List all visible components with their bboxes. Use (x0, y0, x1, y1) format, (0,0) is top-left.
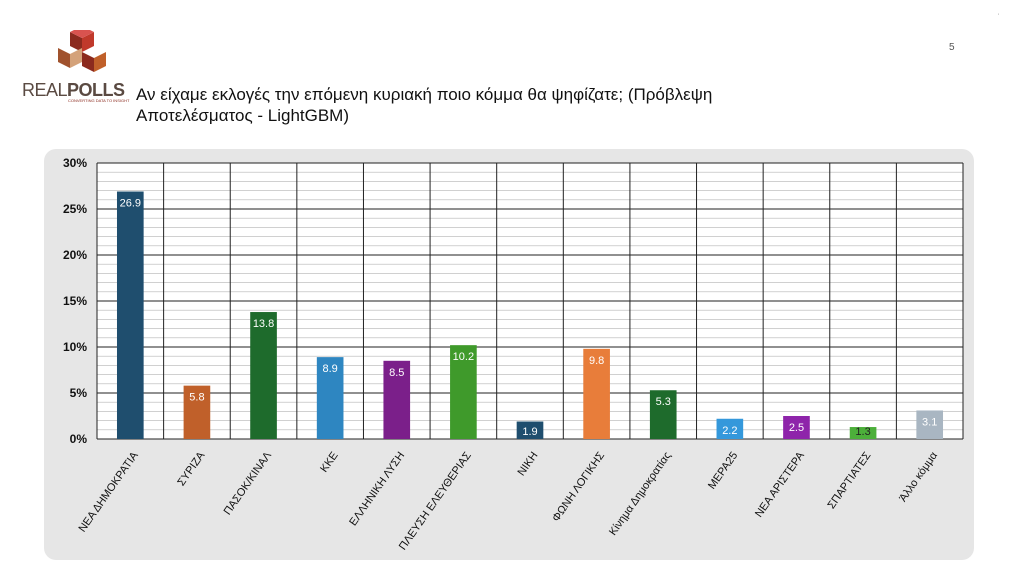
x-tick-label: Άλλο κόμμα (897, 449, 940, 504)
bar (783, 416, 810, 439)
data-label: 3.1 (922, 416, 937, 428)
bar (250, 312, 277, 439)
y-tick-label: 5% (70, 386, 88, 400)
bar (316, 357, 344, 439)
y-tick-label: 20% (63, 248, 87, 262)
y-tick-label: 25% (63, 202, 87, 216)
bar (716, 418, 744, 439)
data-label: 5.8 (189, 392, 204, 404)
corner-mark: ' (998, 14, 1000, 20)
y-tick-label: 0% (70, 432, 88, 446)
x-tick-label: ΝΙΚΗ (516, 450, 541, 478)
bar (516, 421, 544, 439)
x-tick-label: Κίνημα Δημοκρατίας (607, 450, 674, 538)
brand-tagline: CONVERTING DATA TO INSIGHT (68, 98, 130, 103)
x-tick-label: ΦΩΝΗ ΛΟΓΙΚΗΣ (550, 450, 607, 524)
data-label: 2.5 (789, 422, 804, 434)
x-tick-label: ΚΚΕ (318, 450, 340, 475)
data-label: 10.2 (453, 351, 474, 363)
bar (583, 348, 610, 439)
data-label: 2.2 (722, 425, 737, 437)
x-tick-label: ΜΕΡΑ25 (706, 450, 740, 492)
x-tick-label: ΠΛΕΥΣΗ ΕΛΕΥΘΕΡΙΑΣ (397, 450, 474, 553)
bar (450, 345, 477, 439)
data-label: 8.5 (389, 367, 404, 379)
y-tick-label: 30% (63, 156, 87, 170)
x-tick-label: ΝΕΑ ΑΡΙΣΤΕΡΑ (753, 449, 807, 519)
data-label: 1.9 (522, 426, 537, 438)
bar (849, 427, 877, 439)
bar (383, 360, 411, 439)
slide-title: Αν είχαμε εκλογές την επόμενη κυριακή πο… (136, 85, 713, 125)
bar (183, 385, 211, 439)
brand-logo: REALPOLLS CONVERTING DATA TO INSIGHT (22, 30, 132, 106)
bar (649, 390, 677, 439)
data-label: 8.9 (323, 363, 338, 375)
data-label: 13.8 (253, 318, 274, 330)
x-tick-label: ΣΠΑΡΤΙΑΤΕΣ (826, 450, 874, 512)
logo-mark-icon (58, 30, 106, 72)
data-label: 1.3 (855, 426, 870, 438)
data-label: 9.8 (589, 355, 604, 367)
bar (116, 191, 144, 439)
x-tick-label: ΣΥΡΙΖΑ (175, 449, 207, 488)
data-label: 26.9 (120, 198, 141, 210)
x-tick-label: ΠΑΣΟΚ/ΚΙΝΑΛ (222, 449, 275, 517)
x-tick-label: ΕΛΛΗΝΙΚΗ ΛΥΣΗ (347, 450, 407, 528)
bar (916, 410, 944, 439)
page-number: 5 (949, 42, 955, 53)
data-label: 5.3 (656, 396, 671, 408)
y-tick-label: 15% (63, 294, 87, 308)
x-tick-label: ΝΕΑ ΔΗΜΟΚΡΑΤΙΑ (76, 449, 141, 534)
brand-name: REALPOLLS (22, 80, 125, 100)
y-tick-label: 10% (63, 340, 87, 354)
